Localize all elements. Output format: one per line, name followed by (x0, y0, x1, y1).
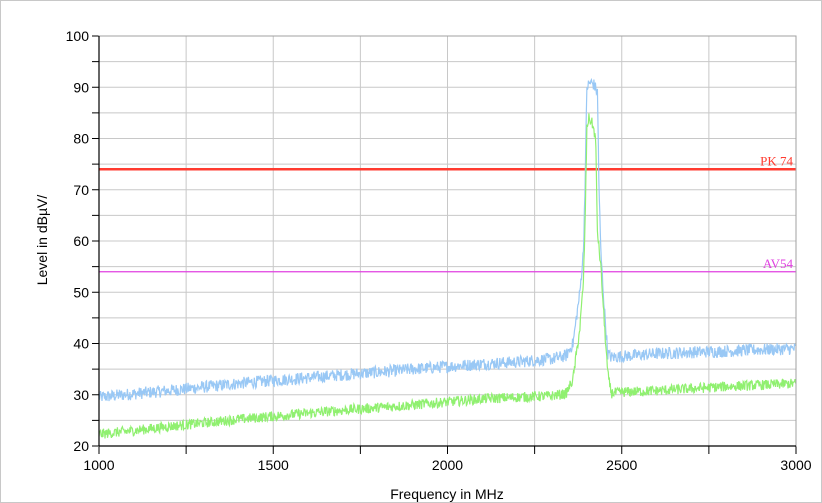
x-tick-label: 2500 (606, 457, 637, 473)
limit-line-label: PK 74 (760, 153, 793, 168)
y-tick-label: 100 (66, 28, 90, 44)
limit-lines: PK 74 AV54 (99, 153, 796, 273)
y-tick-label: 50 (73, 284, 89, 300)
x-tick-label: 2000 (432, 457, 463, 473)
x-tick-label: 1500 (258, 457, 289, 473)
limit-line-label: AV54 (763, 256, 794, 271)
y-tick-label: 70 (73, 182, 89, 198)
y-tick-label: 30 (73, 387, 89, 403)
tick-labels: 1000 1500 2000 2500 3000 20 30 40 50 60 70 80 90 100 (66, 28, 812, 473)
axes (92, 35, 797, 454)
y-tick-label: 60 (73, 233, 89, 249)
traces (98, 77, 797, 439)
trace-line (98, 77, 797, 402)
y-tick-label: 40 (73, 336, 89, 352)
x-tick-label: 1000 (83, 457, 114, 473)
y-tick-label: 80 (73, 131, 89, 147)
trace-line (98, 113, 797, 439)
x-axis-title: Frequency in MHz (390, 486, 504, 502)
y-tick-label: 20 (73, 438, 89, 454)
y-axis-title: Level in dBµV/ (34, 195, 50, 286)
x-tick-label: 3000 (780, 457, 811, 473)
y-tick-label: 90 (73, 79, 89, 95)
